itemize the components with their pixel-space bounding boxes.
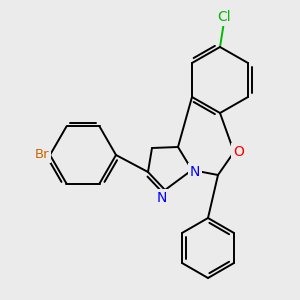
Text: Cl: Cl xyxy=(217,10,231,24)
Text: O: O xyxy=(234,145,244,159)
Text: Br: Br xyxy=(35,148,49,161)
Text: N: N xyxy=(157,191,167,205)
Text: N: N xyxy=(190,165,200,179)
